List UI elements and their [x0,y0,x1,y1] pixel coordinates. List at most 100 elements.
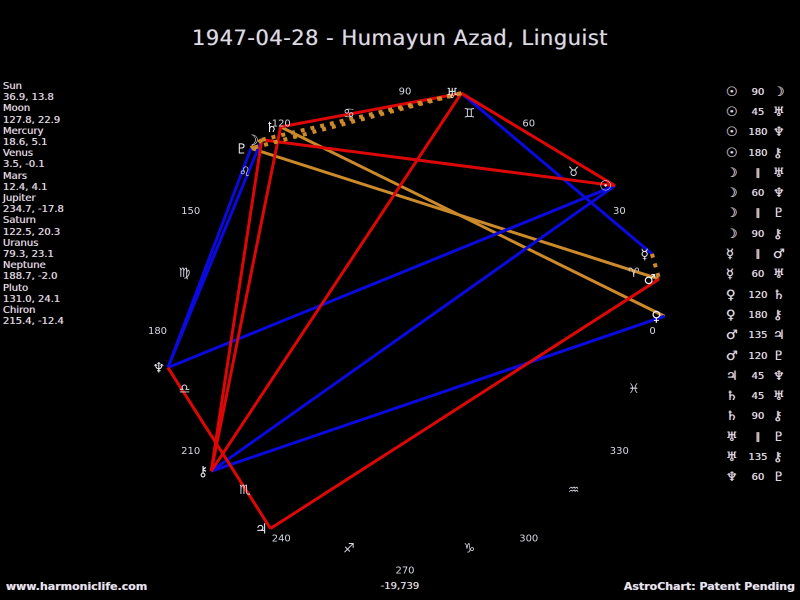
degree-label-90: 90 [399,86,412,97]
degree-label-210: 210 [181,446,200,457]
taurus-sign-icon: ♉ [568,165,580,180]
chiron-planet-icon: ⚷ [773,145,783,161]
neptune-planet-icon: ♆ [726,470,738,486]
venus-planet-icon: ♀ [651,309,661,325]
capricorn-sign-icon: ♑ [464,541,476,556]
aspect-row-moon-uranus: ☽ ∥ ♅ [726,163,790,183]
uranus-planet-icon: ♅ [773,104,785,120]
aspect-line-moon-90-chiron [209,139,264,472]
aspect-angle: 135 [748,451,768,463]
aspect-row-uranus-chiron: ♅ 135 ⚷ [726,447,790,467]
aspect-row-jupiter-neptune: ♃ 45 ♆ [726,366,790,386]
libra-sign-icon: ♎ [179,382,191,397]
website-watermark: www.harmoniclife.com [6,580,148,593]
sun-planet-icon: ☉ [726,84,738,100]
aspect-row-sun-uranus: ☉ 45 ♅ [726,102,790,122]
aspect-line-saturn-45-uranus [280,91,462,129]
planet-lon-dec: 18.6, 5.1 [3,137,48,149]
pluto-planet-icon: ♇ [235,141,248,157]
aspect-angle: 90 [751,411,765,423]
planet-name: Saturn [3,215,37,227]
degree-label-30: 30 [613,206,626,217]
chiron-planet-icon: ⚷ [773,226,783,242]
aspect-angle: 120 [748,350,768,362]
chiron-planet-icon: ⚷ [773,307,783,323]
uranus-planet-icon: ♅ [773,165,785,181]
jupiter-planet-icon: ♃ [255,522,268,538]
aspect-line-mars-135-jupiter [269,277,660,530]
aspect-line-jupiter-45-neptune [166,366,272,530]
aspect-line-uranus-135-chiron [209,92,463,473]
aspect-line-mars-120-pluto [250,146,660,281]
planet-entry-sun: Sun 36.9, 13.8 [3,81,64,103]
pluto-planet-icon: ♇ [773,348,785,364]
aspect-angle: 60 [751,269,765,281]
planet-lon-dec: 127.8, 22.9 [3,114,61,126]
uranus-planet-icon: ♅ [446,86,459,102]
scorpio-sign-icon: ♏ [239,483,251,498]
degree-label-0: 0 [649,326,655,337]
planet-name: Mercury [3,125,44,137]
virgo-sign-icon: ♍ [179,266,191,281]
moon-planet-icon: ☽ [773,84,785,100]
jupiter-planet-icon: ♃ [726,368,738,384]
neptune-planet-icon: ♆ [152,361,165,377]
planet-entry-uranus: Uranus 79.3, 23.1 [3,238,64,260]
moon-planet-icon: ☽ [246,133,259,149]
aspect-line-mercury-parallel-mars [650,253,662,280]
aspect-angle: 135 [748,330,768,342]
uranus-planet-icon: ♅ [726,429,738,445]
planet-lon-dec: 234.7, -17.8 [3,204,64,216]
mercury-planet-icon: ☿ [726,247,734,263]
planet-entry-neptune: Neptune 188.7, -2.0 [3,260,64,282]
sun-planet-icon: ☉ [726,145,738,161]
venus-planet-icon: ♀ [726,287,736,303]
mercury-planet-icon: ☿ [640,247,649,263]
aspect-line-uranus-parallel-pluto [250,91,462,151]
aspect-line-venus-180-chiron [210,314,666,473]
cancer-sign-icon: ♋ [343,107,355,122]
aspect-row-moon-chiron: ☽ 90 ⚷ [726,224,790,244]
chiron-planet-icon: ⚷ [773,449,783,465]
uranus-planet-icon: ♅ [773,267,785,283]
moon-planet-icon: ☽ [726,165,738,181]
gemini-sign-icon: ♊ [464,107,476,122]
planet-name: Neptune [3,260,46,272]
planet-name: Venus [3,148,34,160]
planet-lon-dec: 36.9, 13.8 [3,92,54,104]
uranus-planet-icon: ♅ [773,389,785,405]
aspect-row-sun-neptune: ☉ 180 ♆ [726,123,790,143]
aspect-line-sun-180-chiron [210,184,616,473]
aspect-row-neptune-pluto: ♆ 60 ♇ [726,468,790,488]
saturn-planet-icon: ♄ [773,287,785,303]
moon-planet-icon: ☽ [726,186,738,202]
mars-planet-icon: ♂ [644,272,657,288]
neptune-planet-icon: ♆ [773,186,785,202]
aspect-row-sun-chiron: ☉ 180 ⚷ [726,143,790,163]
degree-label-60: 60 [522,119,535,130]
neptune-planet-icon: ♆ [773,125,785,141]
aspect-angle: ∥ [755,208,761,220]
planet-lon-dec: 188.7, -2.0 [3,271,58,283]
aspect-angle: 180 [748,309,768,321]
degree-label-180: 180 [148,326,167,337]
aspect-angle: ∥ [755,167,761,179]
jupiter-planet-icon: ♃ [773,328,785,344]
planet-positions-panel: Sun 36.9, 13.8 Moon 127.8, 22.9 Mercury 18.6,… [3,81,64,327]
planet-name: Chiron [3,305,36,317]
aspect-row-mercury-mars: ☿ ∥ ♂ [726,244,790,264]
aspect-row-moon-neptune: ☽ 60 ♆ [726,183,790,203]
aspect-angle: 45 [751,391,765,403]
aspect-row-saturn-uranus: ♄ 45 ♅ [726,386,790,406]
chart-bottom-value: -19,739 [380,581,420,592]
aspect-line-sun-180-neptune [167,184,616,369]
moon-planet-icon: ☽ [726,206,738,222]
pisces-sign-icon: ♓ [628,382,640,397]
degree-label-300: 300 [519,533,538,544]
aspect-angle: ∥ [755,431,761,443]
sun-planet-icon: ☉ [726,104,738,120]
planet-lon-dec: 131.0, 24.1 [3,293,61,305]
sun-planet-icon: ☉ [599,179,612,195]
aquarius-sign-icon: ♒ [568,483,580,498]
chart-title: 1947-04-28 - Humayun Azad, Linguist [191,26,609,50]
